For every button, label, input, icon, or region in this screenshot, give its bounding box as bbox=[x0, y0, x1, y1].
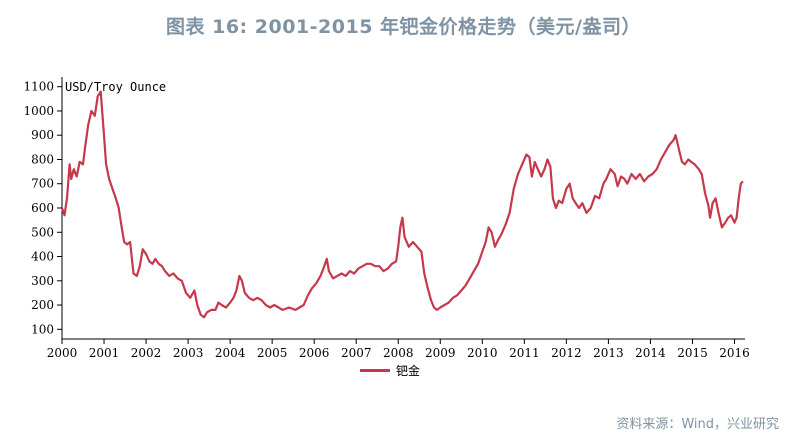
x-tick-label: 2009 bbox=[425, 346, 456, 360]
x-tick-label: 2005 bbox=[257, 346, 288, 360]
x-tick-label: 2006 bbox=[299, 346, 330, 360]
y-tick-label: 600 bbox=[31, 201, 54, 215]
y-tick-label: 400 bbox=[31, 250, 54, 264]
x-tick-label: 2000 bbox=[47, 346, 78, 360]
x-tick-label: 2013 bbox=[593, 346, 624, 360]
y-tick-label: 1100 bbox=[23, 80, 54, 94]
x-tick-label: 2004 bbox=[215, 346, 246, 360]
x-tick-label: 2012 bbox=[551, 346, 582, 360]
x-tick-label: 2002 bbox=[131, 346, 162, 360]
y-tick-label: 200 bbox=[31, 298, 54, 312]
x-tick-label: 2007 bbox=[341, 346, 372, 360]
y-tick-label: 300 bbox=[31, 274, 54, 288]
x-tick-label: 2014 bbox=[635, 346, 666, 360]
x-tick-label: 2016 bbox=[719, 346, 750, 360]
x-tick-label: 2011 bbox=[509, 346, 540, 360]
source-note: 资料来源：Wind，兴业研究 bbox=[616, 417, 779, 432]
y-tick-label: 100 bbox=[31, 322, 54, 336]
x-tick-label: 2001 bbox=[89, 346, 120, 360]
x-tick-label: 2008 bbox=[383, 346, 414, 360]
x-ticks: 2000 2001 2002 2003 2004 2005 2006 2007 2008 2009… bbox=[47, 339, 750, 360]
legend-label: 钯金 bbox=[396, 364, 421, 378]
legend-swatch bbox=[360, 369, 390, 372]
y-ticks: 100 200 300 400 500 600 700 800 900 1000 1100 bbox=[23, 80, 62, 336]
y-tick-label: 900 bbox=[31, 128, 54, 142]
x-tick-label: 2015 bbox=[677, 346, 708, 360]
y-tick-label: 800 bbox=[31, 152, 54, 166]
y-axis-unit-label: USD/Troy Ounce bbox=[65, 80, 167, 94]
y-tick-label: 500 bbox=[31, 225, 54, 239]
y-tick-label: 700 bbox=[31, 177, 54, 191]
series-group bbox=[60, 90, 744, 319]
y-tick-label: 1000 bbox=[23, 104, 54, 118]
legend: 钯金 bbox=[360, 362, 420, 379]
chart-title: 图表 16: 2001-2015 年钯金价格走势（美元/盎司） bbox=[166, 16, 641, 38]
x-tick-label: 2003 bbox=[173, 346, 204, 360]
axes bbox=[61, 77, 745, 340]
series-line-palladium bbox=[60, 90, 744, 319]
x-tick-label: 2010 bbox=[467, 346, 498, 360]
